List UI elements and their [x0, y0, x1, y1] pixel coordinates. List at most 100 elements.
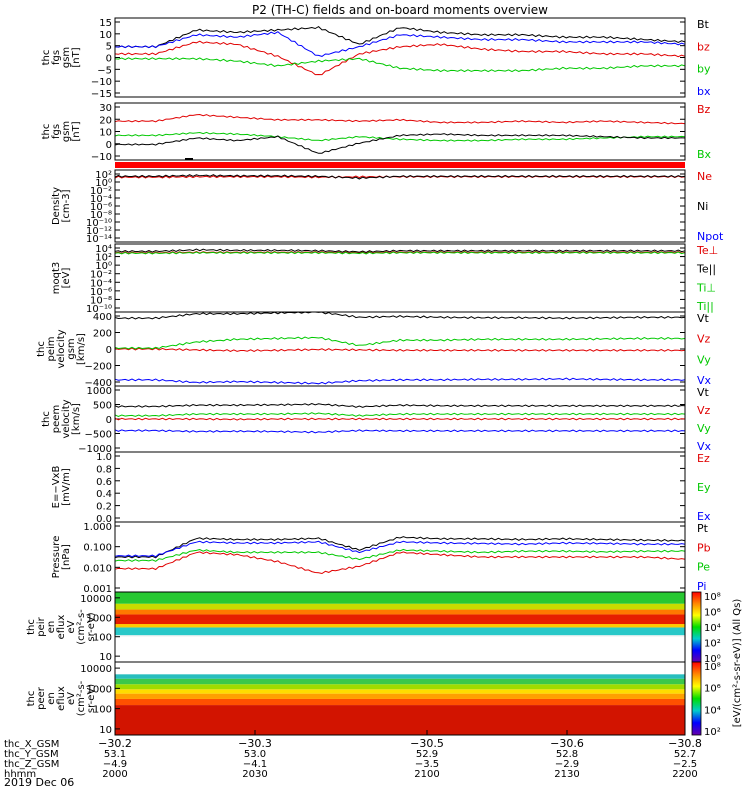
- y-tick-label: −400: [85, 378, 112, 389]
- y-tick-label: 100: [93, 633, 112, 644]
- y-axis-label: [cm-3]: [61, 189, 72, 222]
- legend-label: Pt: [697, 522, 709, 535]
- date-label: 2019 Dec 06: [4, 776, 74, 789]
- legend-label: Ez: [697, 452, 710, 465]
- legend-label: Ti⊥: [696, 281, 716, 294]
- y-axis-label: thc: [41, 124, 52, 140]
- y-tick-label: 200: [93, 329, 112, 340]
- y-tick-label: 10⁻²: [90, 186, 112, 197]
- y-axis-label: [nT]: [71, 47, 82, 67]
- ephemeris-value: 52.8: [556, 749, 578, 760]
- y-tick-label: 5: [106, 42, 112, 53]
- y-tick-label: 0: [106, 54, 112, 65]
- spectrogram-band: [115, 603, 685, 610]
- y-tick-label: 500: [93, 401, 112, 412]
- spectrogram-band: [115, 662, 685, 675]
- y-axis-label: peem: [51, 405, 62, 433]
- ephemeris-value: 2130: [554, 769, 579, 780]
- panel-9: 10000 1000 100 10 thc peir en eflux eV (cm²-s-sr-…: [26, 591, 686, 663]
- legend-label: Pb: [697, 541, 711, 554]
- legend-label: bz: [697, 40, 710, 53]
- y-tick-label: 0: [106, 345, 112, 356]
- ephemeris-row-label: thc_Y_GSM: [4, 749, 59, 760]
- series-line: [114, 377, 686, 385]
- legend-label: Ex: [697, 510, 711, 523]
- y-tick-label: 100: [93, 705, 112, 716]
- y-axis-label: peer: [36, 686, 47, 710]
- series-line: [114, 336, 686, 350]
- y-axis-label: gsm: [66, 338, 77, 359]
- y-tick-label: 0.100: [83, 543, 112, 554]
- y-tick-label: 1000: [87, 386, 112, 397]
- y-tick-label: 10²: [95, 253, 112, 264]
- y-tick-label: 0: [106, 140, 112, 151]
- colorbar-tick-label: 10⁸: [704, 592, 721, 603]
- x-tick-label: −30.8: [668, 737, 702, 750]
- y-axis-label: gsm: [61, 47, 72, 68]
- y-tick-label: 10⁻¹⁰: [86, 304, 112, 315]
- colorbar-strip: [691, 591, 702, 663]
- y-tick-label: 10: [99, 128, 112, 139]
- y-tick-label: 1000: [87, 684, 112, 695]
- y-tick-label: −10: [91, 152, 112, 163]
- y-axis-label: [mV/m]: [61, 468, 72, 506]
- y-tick-label: 10⁻²: [90, 270, 112, 281]
- spectrogram-band: [115, 627, 685, 636]
- series-line: [114, 551, 686, 575]
- y-tick-label: 1.0: [96, 452, 112, 463]
- y-tick-label: 30: [99, 103, 112, 114]
- legend-label: Vz: [697, 333, 711, 346]
- y-tick-label: 0: [106, 415, 112, 426]
- spectrogram-band: [115, 609, 685, 615]
- panel-frame: [114, 169, 686, 243]
- ephemeris-value: 52.7: [674, 749, 696, 760]
- series-line: [114, 174, 686, 180]
- y-tick-label: 10⁻⁴: [90, 194, 112, 205]
- series-line: [114, 412, 686, 418]
- legend-label: Te⊥: [696, 244, 718, 257]
- panel-8: 1.000 0.100 0.010 0.001 Pressure [nPa] Pt Pb Pe P…: [51, 521, 711, 595]
- ephemeris-value: 53.0: [244, 749, 266, 760]
- legend-label: Te||: [696, 263, 716, 276]
- y-tick-label: −1000: [78, 444, 112, 455]
- spectrogram-band: [115, 678, 685, 685]
- y-tick-label: −5: [97, 65, 112, 76]
- panel-frame: [114, 102, 686, 161]
- ephemeris-value: 53.1: [104, 749, 126, 760]
- y-axis-label: peim: [46, 336, 57, 361]
- ephemeris-value: −4.1: [243, 759, 267, 770]
- y-tick-label: 10⁻⁴: [90, 278, 112, 289]
- legend-label: by: [697, 63, 711, 76]
- series-line: [114, 113, 686, 125]
- legend-label: Bx: [697, 148, 712, 161]
- y-tick-label: −15: [91, 89, 112, 100]
- y-tick-label: 0.0: [96, 514, 112, 525]
- series-line: [114, 347, 686, 353]
- panel-6: 1000 500 0 −500 −1000 thc peem velocity [km/s] Vt…: [41, 385, 712, 455]
- panel-frame: [114, 661, 686, 736]
- series-line: [114, 429, 686, 434]
- colorbar-tick-label: 10²: [704, 639, 721, 650]
- legend-label: Vy: [697, 422, 711, 435]
- series-line: [114, 131, 686, 142]
- series-line: [114, 40, 686, 76]
- legend-label: Pe: [697, 561, 710, 574]
- spectrogram-band: [115, 693, 685, 699]
- y-tick-label: 10⁻⁶: [90, 202, 112, 213]
- legend-label: Vz: [697, 404, 711, 417]
- ephemeris-value: 2100: [414, 769, 439, 780]
- y-axis-label: velocity: [56, 329, 67, 368]
- y-axis-label: Pressure: [51, 536, 62, 579]
- ephemeris-value: −2.9: [555, 759, 579, 770]
- y-axis-label: sr-eV): [86, 612, 97, 641]
- ephemeris-row-label: thc_X_GSM: [4, 739, 59, 750]
- y-tick-label: 400: [93, 312, 112, 323]
- series-line: [114, 248, 686, 253]
- series-line: [114, 251, 686, 255]
- spectrogram-band: [115, 705, 685, 735]
- spectrogram-band: [115, 698, 685, 706]
